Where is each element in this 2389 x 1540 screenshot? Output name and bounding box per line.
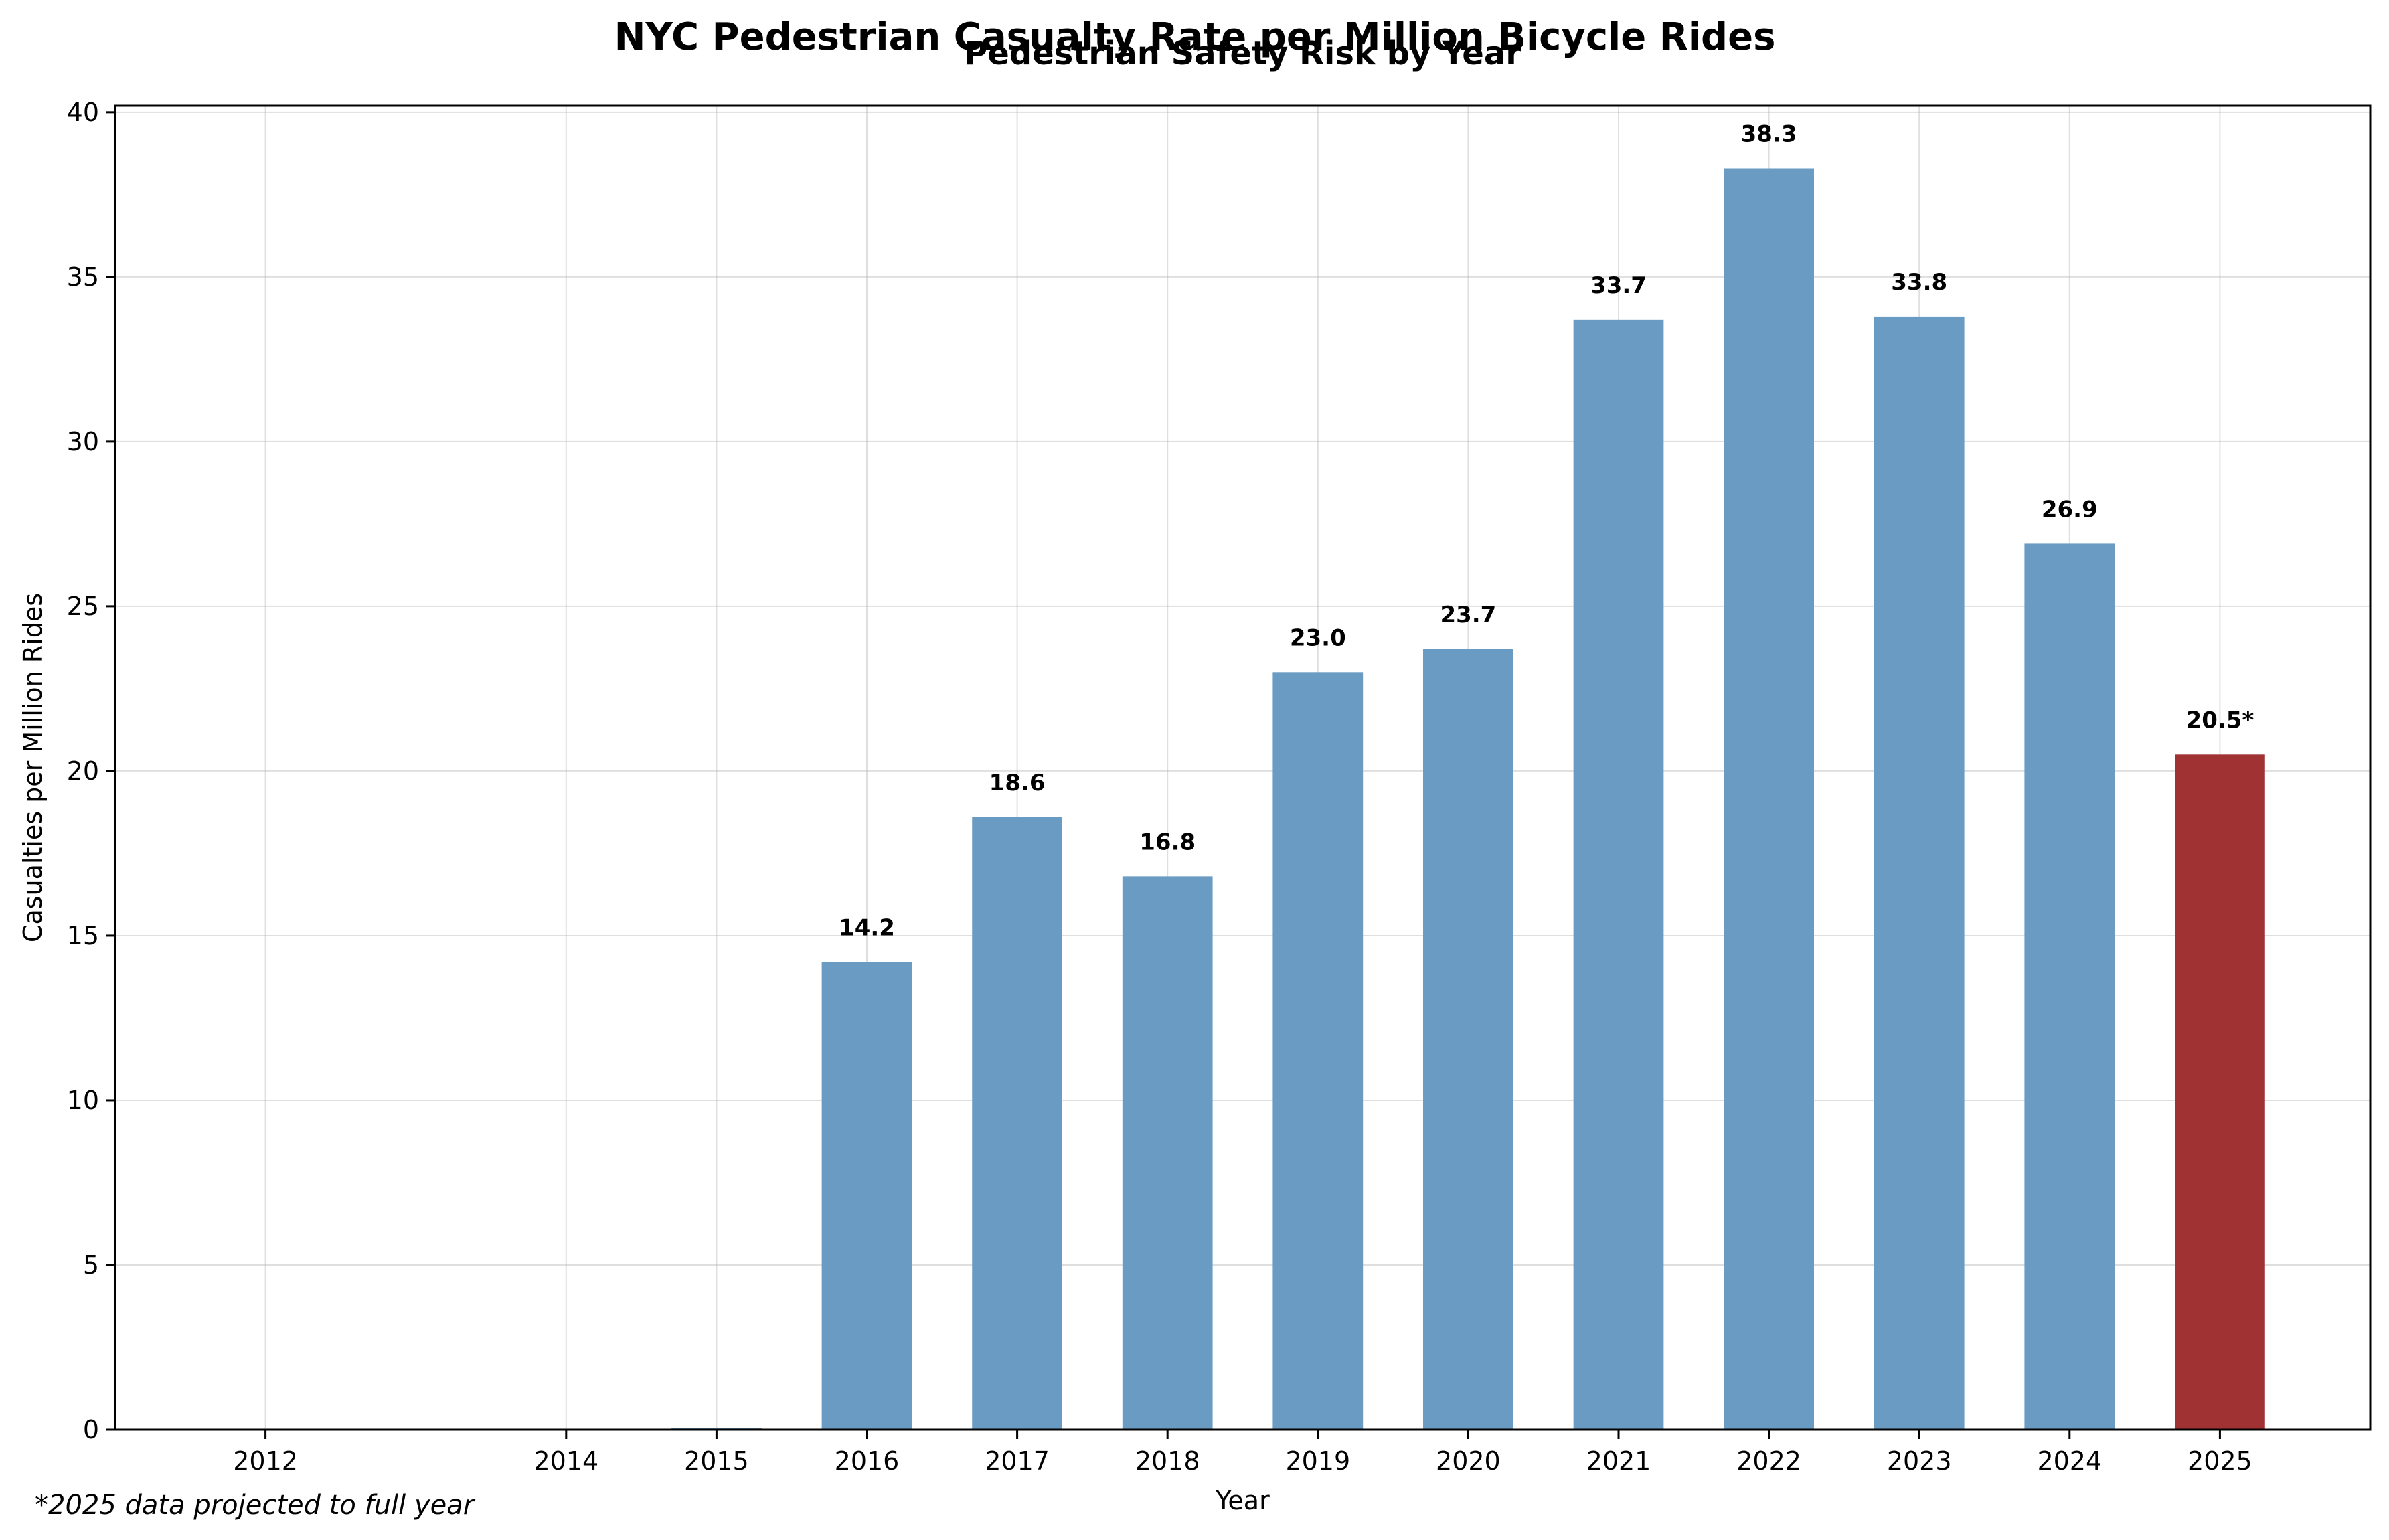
x-tick-label: 2015 <box>684 1446 749 1476</box>
y-axis-label: Casualties per Million Rides <box>18 593 48 942</box>
x-tick-label: 2018 <box>1135 1446 1200 1476</box>
bar-value-label: 38.3 <box>1741 120 1797 147</box>
bar-value-label: 23.7 <box>1440 602 1496 628</box>
chart-subtitle: Pedestrian Safety Risk by Year <box>964 35 1521 72</box>
y-tick-label: 20 <box>67 756 99 786</box>
bar <box>1573 319 1664 1430</box>
bar <box>1874 316 1965 1430</box>
x-tick-label: 2022 <box>1736 1446 1801 1476</box>
y-tick-label: 5 <box>83 1250 99 1280</box>
x-tick-label: 2017 <box>985 1446 1050 1476</box>
y-tick-label: 0 <box>83 1415 99 1444</box>
bar <box>1423 649 1513 1430</box>
bar-value-label: 33.7 <box>1590 272 1647 299</box>
y-tick-label: 35 <box>67 262 99 292</box>
bar-value-label: 18.6 <box>989 770 1046 796</box>
bar <box>1724 168 1814 1430</box>
bar <box>1272 672 1364 1430</box>
bar-value-label: 16.8 <box>1139 829 1196 855</box>
x-tick-label: 2020 <box>1436 1446 1501 1476</box>
bar <box>1122 876 1213 1430</box>
y-tick-label: 10 <box>67 1086 99 1115</box>
y-tick-label: 30 <box>67 427 99 456</box>
x-tick-label: 2019 <box>1285 1446 1350 1476</box>
bars <box>671 168 2265 1430</box>
bar <box>2175 754 2265 1430</box>
bar-value-label: 20.5* <box>2186 707 2254 734</box>
bar <box>2024 543 2115 1430</box>
chart-title: NYC Pedestrian Casualty Rate per Million… <box>614 15 1776 59</box>
bar-value-label: 14.2 <box>839 914 895 941</box>
x-tick-label: 2023 <box>1887 1446 1952 1476</box>
bar-value-label: 26.9 <box>2042 496 2098 523</box>
x-tick-label: 2025 <box>2188 1446 2252 1476</box>
y-tick-label: 40 <box>67 98 99 127</box>
data-labels: 14.2 18.6 16.8 23.0 23.7 33.7 38.3 33.8 26.9 20.5… <box>839 120 2254 941</box>
y-tick-label: 15 <box>67 921 99 950</box>
x-tick-label: 2024 <box>2037 1446 2102 1476</box>
x-tick-label: 2014 <box>533 1446 598 1476</box>
y-tick-label: 25 <box>67 592 99 621</box>
bar <box>821 962 912 1430</box>
plot-frame <box>114 104 2372 1431</box>
bar-value-label: 33.8 <box>1891 269 1947 296</box>
x-tick-label: 2012 <box>233 1446 298 1476</box>
bar <box>972 817 1062 1430</box>
x-tick-label: 2021 <box>1586 1446 1651 1476</box>
bar-value-label: 23.0 <box>1290 624 1346 651</box>
x-tick-label: 2016 <box>835 1446 900 1476</box>
footnote: *2025 data projected to full year <box>35 1490 476 1521</box>
x-axis-label: Year <box>1215 1486 1270 1515</box>
